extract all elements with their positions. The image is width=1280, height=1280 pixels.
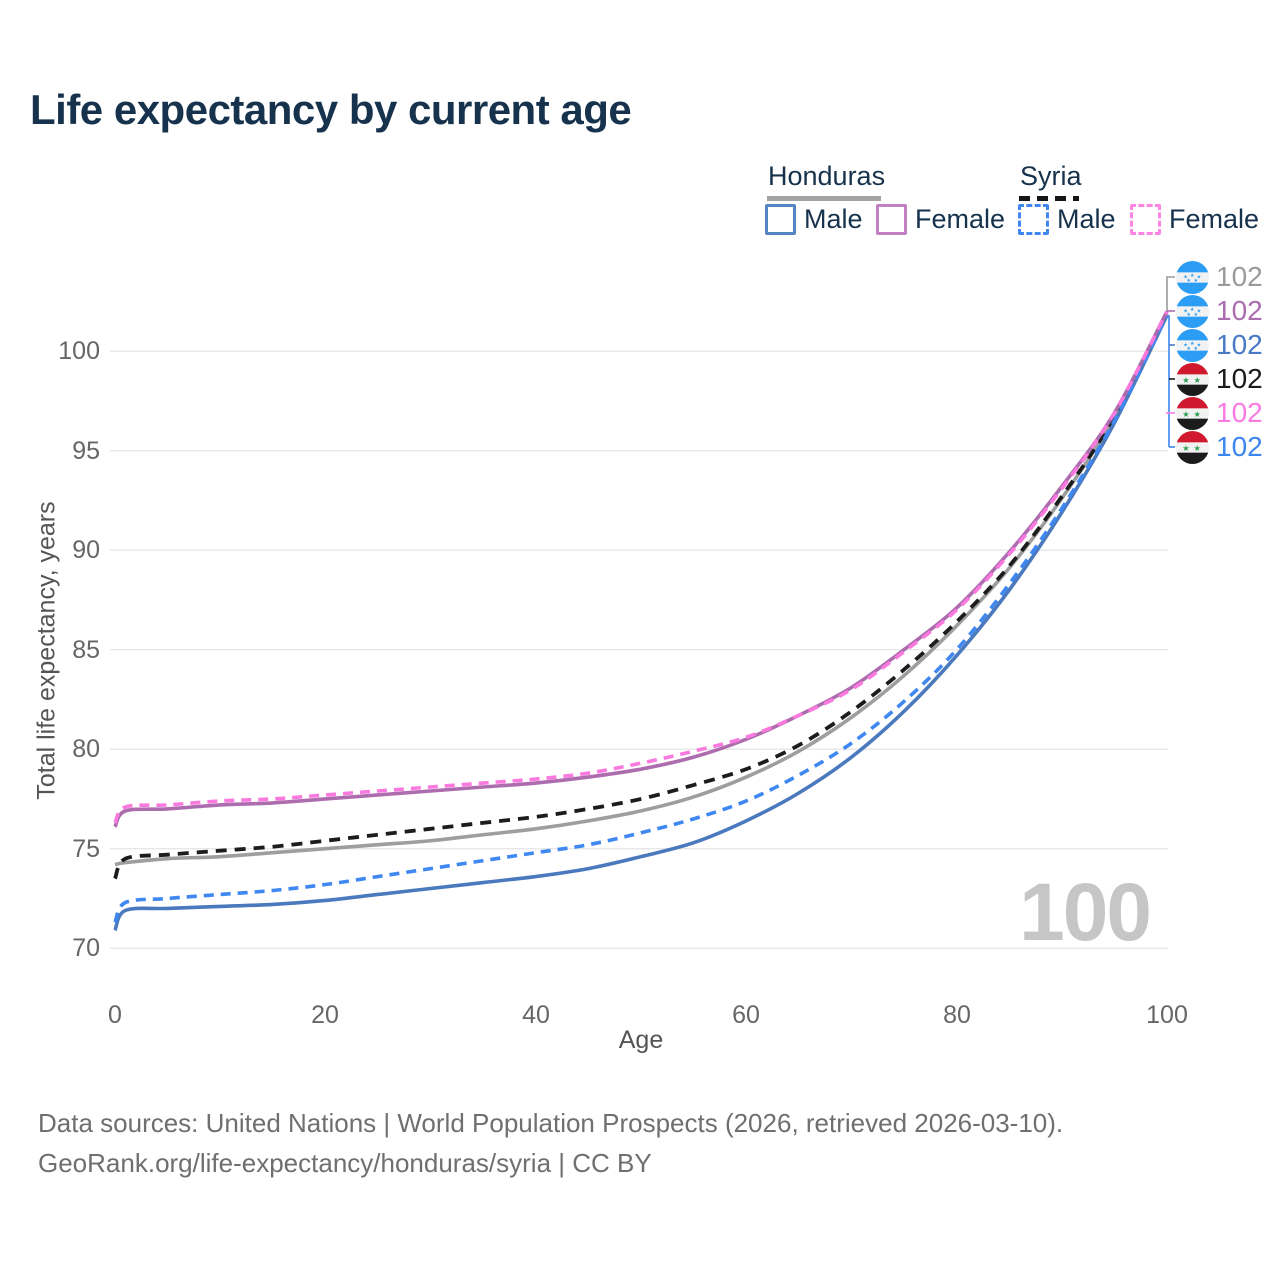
syria-flag-icon: [1176, 363, 1209, 396]
syria-male-swatch-icon: [1018, 204, 1049, 235]
legend-item-syria-female[interactable]: Female: [1130, 204, 1259, 235]
honduras-female-swatch-icon: [876, 204, 907, 235]
syria-flag-icon: [1176, 431, 1209, 464]
y-tick-70: 70: [72, 934, 100, 962]
legend-item-syria-male[interactable]: Male: [1018, 204, 1116, 235]
y-tick-95: 95: [72, 437, 100, 465]
end-value: 102: [1216, 329, 1263, 360]
legend-label: Male: [804, 204, 863, 234]
end-label-syria-male: 102: [1176, 430, 1263, 464]
x-tick-0: 0: [108, 1001, 122, 1029]
legend-honduras-line-swatch: [767, 196, 881, 201]
syria-female-swatch-icon: [1130, 204, 1161, 235]
honduras-flag-icon: [1176, 261, 1209, 294]
y-tick-80: 80: [72, 735, 100, 763]
legend-syria-line-swatch: [1019, 196, 1079, 201]
age-counter-watermark: 100: [1019, 867, 1152, 958]
x-tick-80: 80: [943, 1001, 971, 1029]
series-line-honduras-male: [113, 314, 1169, 932]
y-tick-75: 75: [72, 835, 100, 863]
end-label-honduras-female: 102: [1176, 294, 1263, 328]
legend-item-honduras-male[interactable]: Male: [765, 204, 863, 235]
x-tick-40: 40: [522, 1001, 550, 1029]
chart-title: Life expectancy by current age: [30, 86, 632, 133]
end-value: 102: [1216, 397, 1263, 428]
legend-label: Male: [1057, 204, 1116, 234]
end-label-honduras-total: 102: [1176, 260, 1263, 294]
series-line-syria-female: [113, 310, 1169, 824]
syria-flag-icon: [1176, 397, 1209, 430]
x-tick-100: 100: [1146, 1001, 1188, 1029]
series-line-honduras-total: [114, 312, 1169, 867]
end-value: 102: [1216, 295, 1263, 326]
series-line-syria-male: [113, 314, 1169, 924]
honduras-flag-icon: [1176, 329, 1209, 362]
x-axis-title: Age: [618, 1026, 664, 1054]
footer-attribution[interactable]: GeoRank.org/life-expectancy/honduras/syr…: [38, 1148, 652, 1178]
y-tick-100: 100: [58, 337, 100, 365]
end-value: 102: [1216, 431, 1263, 462]
y-tick-90: 90: [72, 536, 100, 564]
legend-country-honduras[interactable]: Honduras: [768, 161, 886, 191]
y-tick-85: 85: [72, 636, 100, 664]
end-label-syria-total: 102: [1176, 362, 1263, 396]
honduras-flag-icon: [1176, 295, 1209, 328]
series-line-syria-total: [113, 312, 1169, 880]
end-label-honduras-male: 102: [1176, 328, 1263, 362]
x-tick-20: 20: [311, 1001, 339, 1029]
footer-data-sources: Data sources: United Nations | World Pop…: [38, 1108, 1064, 1138]
legend-country-syria[interactable]: Syria: [1020, 161, 1082, 191]
end-label-connector-0: [1166, 276, 1175, 312]
honduras-male-swatch-icon: [765, 204, 796, 235]
legend-label: Female: [1169, 204, 1260, 234]
end-value: 102: [1216, 261, 1263, 292]
x-tick-60: 60: [732, 1001, 760, 1029]
end-value: 102: [1216, 363, 1263, 394]
legend-item-honduras-female[interactable]: Female: [876, 204, 1005, 235]
end-label-syria-female: 102: [1176, 396, 1263, 430]
legend-label: Female: [915, 204, 1006, 234]
